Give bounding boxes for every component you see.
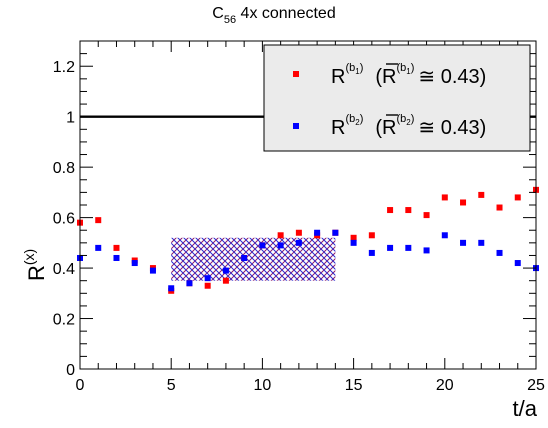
legend: R(b1) (R(b1) ≅ 0.43) R(b2) (R(b2) ≅ 0.43) [263, 44, 531, 152]
x-axis-ticks: 0 5 10 15 20 25 [76, 41, 545, 394]
data-point-series-1-24 [514, 194, 521, 201]
y-tick-label: 0 [66, 362, 75, 379]
legend-value-2: ≅ 0.43) [418, 117, 486, 139]
x-axis-label: t/a [513, 396, 538, 421]
y-tick-label: 1 [66, 110, 75, 127]
data-point-series-1-12 [295, 229, 302, 236]
y-axis-label: R(x) [21, 249, 49, 281]
data-point-series-1-8 [222, 277, 229, 284]
legend-r-sub-1: 1 [355, 67, 360, 76]
data-point-series-2-12 [295, 239, 302, 246]
legend-value-1: ≅ 0.43) [418, 66, 486, 88]
x-tick-label: 5 [167, 377, 176, 394]
legend-rbar-sub-1: 1 [406, 67, 411, 76]
legend-r-sub-2: 2 [355, 118, 360, 127]
y-axis-label-base: R [24, 265, 49, 281]
data-point-series-2-1 [95, 244, 102, 251]
data-point-series-2-8 [222, 267, 229, 274]
legend-rbar-sup-1: (b [396, 62, 406, 74]
legend-r-base-2: R [331, 117, 345, 139]
legend-box [263, 44, 531, 152]
data-point-series-2-22 [478, 239, 485, 246]
data-point-series-2-18 [405, 244, 412, 251]
y-axis-ticks: 0 0.2 0.4 0.6 0.8 1 1.2 [53, 40, 536, 379]
data-point-series-1-2 [113, 244, 120, 251]
chart-title-sub: 56 [224, 14, 236, 26]
plateau-fit-band [171, 237, 336, 281]
y-tick-label: 0.2 [53, 312, 75, 329]
data-point-series-2-24 [514, 260, 521, 267]
data-point-series-1-20 [441, 194, 448, 201]
data-point-series-2-9 [241, 254, 248, 261]
y-axis-label-sup: (x) [21, 249, 37, 265]
data-point-series-2-3 [131, 260, 138, 267]
legend-rbar-sup-2: (b [396, 113, 406, 125]
x-tick-label: 15 [345, 377, 363, 394]
data-point-series-2-6 [186, 280, 193, 287]
legend-rbar-base-2: (R [375, 117, 396, 139]
legend-entry-series-1: R(b1) (R(b1) ≅ 0.43) [331, 62, 486, 88]
data-point-series-2-14 [332, 229, 339, 236]
legend-r-sup-1: (b [345, 62, 355, 74]
data-point-series-1-22 [478, 191, 485, 198]
legend-r-close-2: ) [360, 113, 364, 125]
data-point-series-2-20 [441, 232, 448, 239]
data-point-series-2-16 [368, 249, 375, 256]
data-point-series-1-23 [496, 204, 503, 211]
data-point-series-1-16 [368, 232, 375, 239]
data-point-series-2-19 [423, 247, 430, 254]
data-point-series-1-11 [277, 232, 284, 239]
data-point-series-1-15 [350, 234, 357, 241]
chart-title: C56 4x connected [212, 5, 335, 26]
data-point-series-1-19 [423, 212, 430, 219]
legend-rbar-sub-2: 2 [406, 118, 411, 127]
y-tick-label: 0.4 [53, 261, 75, 278]
data-point-series-2-10 [259, 242, 266, 249]
x-tick-label: 10 [254, 377, 272, 394]
legend-marker-series-1 [293, 71, 299, 77]
data-point-series-2-5 [168, 285, 175, 292]
data-point-series-1-1 [95, 217, 102, 224]
data-point-series-1-7 [204, 282, 211, 289]
data-point-series-1-18 [405, 207, 412, 214]
x-tick-label: 20 [436, 377, 454, 394]
x-tick-label: 25 [527, 377, 545, 394]
data-point-series-2-21 [460, 239, 467, 246]
data-point-series-1-17 [387, 207, 394, 214]
legend-entry-series-2: R(b2) (R(b2) ≅ 0.43) [331, 113, 486, 139]
legend-rbar-close-2: ) [411, 113, 415, 125]
data-points-layer [77, 186, 539, 294]
chart-title-rest: 4x connected [236, 5, 336, 22]
legend-r-sup-2: (b [345, 113, 355, 125]
legend-r-close-1: ) [360, 62, 364, 74]
data-point-series-2-23 [496, 249, 503, 256]
data-point-series-2-7 [204, 275, 211, 282]
data-point-series-2-11 [277, 242, 284, 249]
data-point-series-2-4 [149, 267, 156, 274]
legend-rbar-base-1: (R [375, 66, 396, 88]
data-point-series-2-13 [314, 229, 321, 236]
legend-marker-series-2 [293, 123, 299, 129]
y-tick-label: 0.8 [53, 160, 75, 177]
data-point-series-2-2 [113, 254, 120, 261]
legend-rbar-close-1: ) [411, 62, 415, 74]
legend-r-base-1: R [331, 66, 345, 88]
data-point-series-2-17 [387, 244, 394, 251]
y-tick-label: 0.6 [53, 211, 75, 228]
data-point-series-2-15 [350, 239, 357, 246]
x-tick-label: 0 [76, 377, 85, 394]
plateau-band-layer [171, 237, 336, 281]
data-point-series-1-21 [460, 199, 467, 206]
chart-title-base: C [212, 5, 224, 22]
y-tick-label: 1.2 [53, 59, 75, 76]
